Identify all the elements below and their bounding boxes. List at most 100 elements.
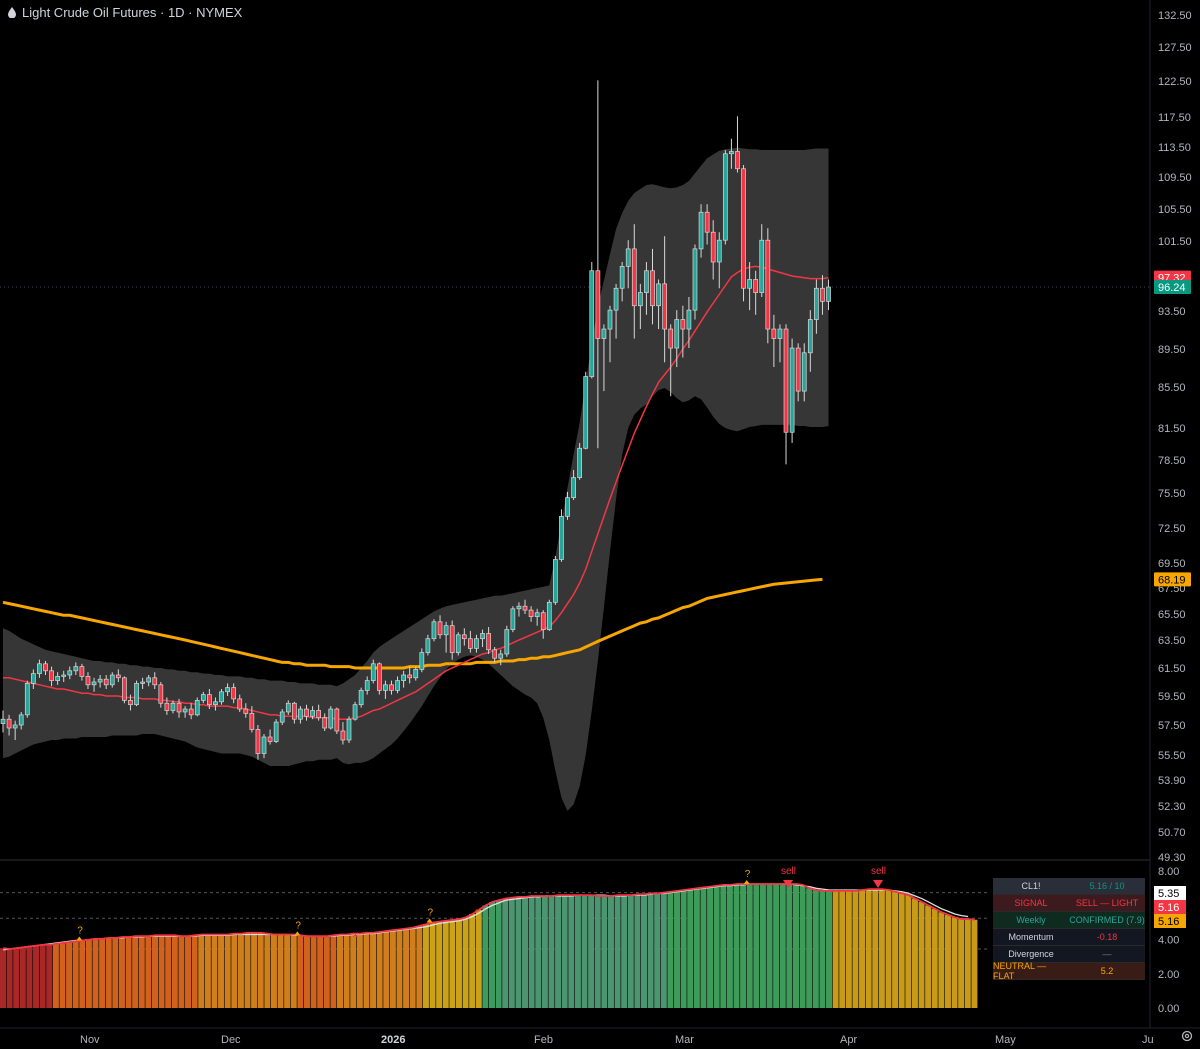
symbol-title-text: Light Crude Oil Futures · 1D · NYMEX [22, 5, 243, 20]
candle [243, 703, 249, 718]
price-tick-label: 85.50 [1158, 382, 1186, 394]
sell-marker [783, 880, 793, 889]
oscillator-bar [733, 884, 740, 1008]
price-tick-label: 55.50 [1158, 750, 1186, 762]
candle-body [352, 704, 358, 720]
candle [820, 275, 825, 315]
oscillator-bar [482, 905, 489, 1008]
candle-body [419, 652, 425, 670]
candle [73, 662, 79, 675]
signal-table-row: Momentum -0.18 [993, 929, 1145, 946]
candle [516, 602, 522, 617]
signal-table: CL1! 5.16 / 10 SIGNAL SELL — LIGHT Weekly CON… [993, 878, 1145, 981]
candle [480, 629, 485, 647]
settings-gear-icon[interactable] [1180, 1029, 1194, 1043]
candle [565, 491, 570, 520]
candle-body [49, 670, 54, 681]
oscillator-bar [971, 919, 978, 1008]
candle-body [170, 702, 176, 711]
oscillator-bar [211, 934, 218, 1008]
volatility-band [3, 147, 829, 811]
candle-body [389, 684, 394, 691]
candle [504, 625, 510, 657]
candle [134, 680, 139, 707]
oscillator-bar [687, 889, 694, 1008]
oscillator-bar [528, 895, 535, 1008]
candle [122, 676, 127, 704]
candle-body [85, 676, 91, 686]
oscillator-bar [865, 889, 872, 1008]
price-tick-label: 117.50 [1158, 112, 1191, 124]
candle [18, 711, 24, 730]
candle-body [182, 708, 188, 713]
candle [443, 621, 449, 653]
candle-body [546, 601, 552, 630]
oscillator-bar [938, 912, 945, 1008]
price-badge-label: 96.24 [1158, 282, 1186, 294]
oscillator-bar [826, 890, 833, 1008]
signal-table-value: -0.18 [1069, 929, 1145, 945]
candle-body [468, 638, 473, 649]
oscillator-bar [502, 898, 509, 1008]
oscillator-bar [403, 928, 410, 1008]
oscillator-bar [251, 932, 258, 1008]
signal-table-row: Weekly CONFIRMED (7.9) [993, 912, 1145, 929]
candle-body [188, 708, 194, 716]
oscillator-bar [46, 944, 53, 1008]
oscillator-bar [951, 917, 958, 1008]
candle-body [6, 718, 12, 729]
candle-body [298, 708, 303, 720]
candle [6, 714, 12, 736]
oscillator-bar [925, 905, 932, 1008]
candle-body [91, 681, 97, 686]
oscillator-bar [918, 901, 925, 1008]
candle [492, 647, 498, 663]
oscillator-bar [330, 935, 337, 1008]
oscillator-bar [469, 913, 476, 1008]
candle [31, 669, 36, 689]
price-tick-label: 50.70 [1158, 827, 1186, 839]
oscillator-bar [839, 890, 846, 1008]
candle-body [735, 151, 740, 170]
oscillator-bar [297, 935, 304, 1008]
price-axis: 132.50 127.50 122.50 117.50 113.50 109.50 105.… [1149, 0, 1192, 1028]
symbol-title[interactable]: Light Crude Oil Futures · 1D · NYMEX [8, 5, 242, 20]
candle [807, 310, 813, 372]
oscillator-badge: 5.16 [1154, 900, 1186, 914]
price-tick-label: 52.30 [1158, 801, 1186, 813]
candle [43, 661, 48, 675]
candle [55, 672, 60, 685]
candle [468, 630, 473, 653]
time-tick-label: Mar [675, 1034, 694, 1046]
candle [692, 244, 698, 320]
oscillator-bar [132, 936, 139, 1008]
candle-body [207, 694, 212, 706]
question-marker [743, 880, 750, 885]
candle-body [279, 711, 285, 723]
oscillator-bar [198, 934, 205, 1008]
oscillator-bar [257, 932, 264, 1008]
candle-body [37, 663, 42, 674]
candle [261, 734, 267, 759]
candle [97, 675, 103, 688]
candle-body [310, 710, 315, 717]
oscillator-bar [350, 933, 357, 1008]
candle [498, 649, 504, 666]
candle-body [176, 702, 182, 713]
oscillator-bar [627, 895, 634, 1008]
candle-body [370, 663, 376, 681]
candle-body [814, 287, 819, 320]
candle [334, 707, 340, 734]
candle-body [249, 713, 255, 730]
candle [140, 677, 145, 689]
time-tick-label: 2026 [381, 1034, 405, 1046]
candle [540, 610, 546, 639]
candle-body [219, 691, 224, 703]
candle-body [146, 677, 152, 683]
oscillator-bar [515, 896, 522, 1008]
candle-body [322, 717, 328, 729]
price-tick-label: 105.50 [1158, 204, 1192, 216]
oscillator-bar [277, 934, 284, 1008]
signal-table-value: 5.2 [1069, 963, 1145, 979]
